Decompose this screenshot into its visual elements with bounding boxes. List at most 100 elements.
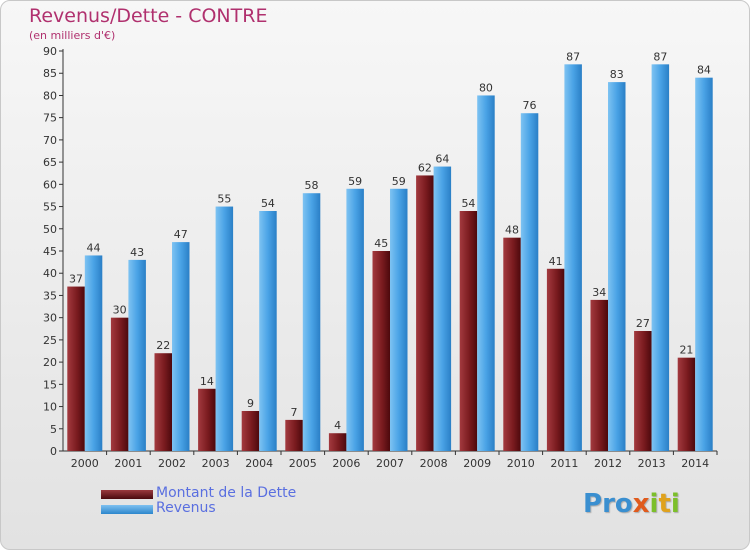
data-label: 44 xyxy=(87,241,101,254)
bar-revenus xyxy=(608,82,626,451)
x-tick-label: 2007 xyxy=(376,457,404,470)
logo-letter: i xyxy=(670,489,680,519)
y-tick-label: 40 xyxy=(43,267,57,280)
y-tick-label: 5 xyxy=(50,423,57,436)
legend-swatch-dette xyxy=(101,490,153,499)
y-tick-label: 15 xyxy=(43,378,57,391)
data-label: 54 xyxy=(461,197,475,210)
logo-letter: i xyxy=(649,489,659,519)
data-label: 7 xyxy=(291,406,298,419)
bar-dette xyxy=(328,433,347,451)
bar-revenus xyxy=(259,211,277,451)
x-tick-label: 2001 xyxy=(114,457,142,470)
x-tick-label: 2014 xyxy=(681,457,709,470)
x-tick-label: 2006 xyxy=(332,457,360,470)
data-label: 83 xyxy=(610,68,624,81)
y-tick-label: 75 xyxy=(43,112,57,125)
legend-swatch-revenus xyxy=(101,505,153,514)
legend-label-revenus: Revenus xyxy=(156,500,216,516)
logo-letter: o xyxy=(614,489,633,519)
x-tick-label: 2003 xyxy=(202,457,230,470)
x-tick-label: 2005 xyxy=(289,457,317,470)
data-label: 27 xyxy=(636,317,650,330)
bar-revenus xyxy=(695,77,713,452)
bar-dette xyxy=(285,419,303,451)
logo-letter: r xyxy=(602,489,615,519)
bar-dette xyxy=(546,268,565,451)
bar-dette xyxy=(372,251,390,451)
bar-revenus xyxy=(172,242,190,451)
legend-label-dette: Montant de la Dette xyxy=(156,485,297,501)
data-label: 9 xyxy=(247,397,254,410)
y-tick-label: 70 xyxy=(43,134,57,147)
bar-dette xyxy=(459,211,478,451)
bar-dette xyxy=(634,331,652,451)
bar-dette xyxy=(416,175,434,451)
y-tick-label: 55 xyxy=(43,201,57,214)
data-label: 41 xyxy=(549,255,563,268)
x-tick-label: 2008 xyxy=(420,457,448,470)
bar-dette xyxy=(154,353,172,451)
bar-dette xyxy=(198,388,216,451)
y-tick-label: 60 xyxy=(43,178,57,191)
x-tick-label: 2009 xyxy=(463,457,491,470)
bar-dette xyxy=(503,237,521,451)
bar-dette xyxy=(110,317,129,451)
y-tick-label: 0 xyxy=(50,445,57,458)
bar-revenus xyxy=(433,166,452,452)
data-label: 14 xyxy=(200,375,214,388)
y-tick-label: 45 xyxy=(43,245,57,258)
chart-title: Revenus/Dette - CONTRE xyxy=(29,5,268,27)
y-tick-label: 20 xyxy=(43,356,57,369)
logo-letter: P xyxy=(583,489,603,519)
x-tick-label: 2013 xyxy=(638,457,666,470)
x-tick-label: 2010 xyxy=(507,457,535,470)
y-tick-label: 10 xyxy=(43,401,57,414)
y-tick-label: 30 xyxy=(43,312,57,325)
data-label: 58 xyxy=(305,179,319,192)
data-label: 59 xyxy=(348,175,362,188)
bar-dette xyxy=(67,286,85,451)
bar-dette xyxy=(677,357,696,451)
logo-letter: t xyxy=(658,489,671,519)
bar-revenus xyxy=(128,259,146,451)
data-label: 64 xyxy=(435,153,449,166)
data-label: 45 xyxy=(374,237,388,250)
proxiti-logo: Proxiti xyxy=(583,489,680,519)
bar-revenus xyxy=(84,255,103,451)
logo-letter: x xyxy=(632,489,650,519)
data-label: 34 xyxy=(592,286,606,299)
y-tick-label: 90 xyxy=(43,45,57,58)
x-tick-label: 2004 xyxy=(245,457,273,470)
y-tick-label: 65 xyxy=(43,156,57,169)
y-tick-label: 35 xyxy=(43,289,57,302)
data-label: 30 xyxy=(113,304,127,317)
bar-revenus xyxy=(520,113,539,451)
data-label: 87 xyxy=(566,50,580,63)
data-label: 84 xyxy=(697,64,711,77)
data-label: 62 xyxy=(418,161,432,174)
chart-subtitle: (en milliers d'€) xyxy=(29,29,116,42)
bar-revenus xyxy=(215,206,234,451)
x-tick-label: 2012 xyxy=(594,457,622,470)
x-tick-label: 2002 xyxy=(158,457,186,470)
bar-dette xyxy=(241,411,260,451)
y-tick-label: 25 xyxy=(43,334,57,347)
bar-revenus xyxy=(302,193,321,451)
data-label: 21 xyxy=(679,344,693,357)
y-tick-label: 85 xyxy=(43,67,57,80)
bar-revenus xyxy=(564,64,582,452)
data-label: 48 xyxy=(505,224,519,237)
data-label: 87 xyxy=(653,50,667,63)
data-label: 54 xyxy=(261,197,275,210)
bar-revenus xyxy=(390,188,408,451)
bar-revenus xyxy=(651,64,670,452)
data-label: 4 xyxy=(334,419,341,432)
data-label: 37 xyxy=(69,273,83,286)
y-tick-label: 80 xyxy=(43,89,57,102)
data-label: 76 xyxy=(523,99,537,112)
data-label: 80 xyxy=(479,81,493,94)
bar-revenus xyxy=(346,188,364,451)
